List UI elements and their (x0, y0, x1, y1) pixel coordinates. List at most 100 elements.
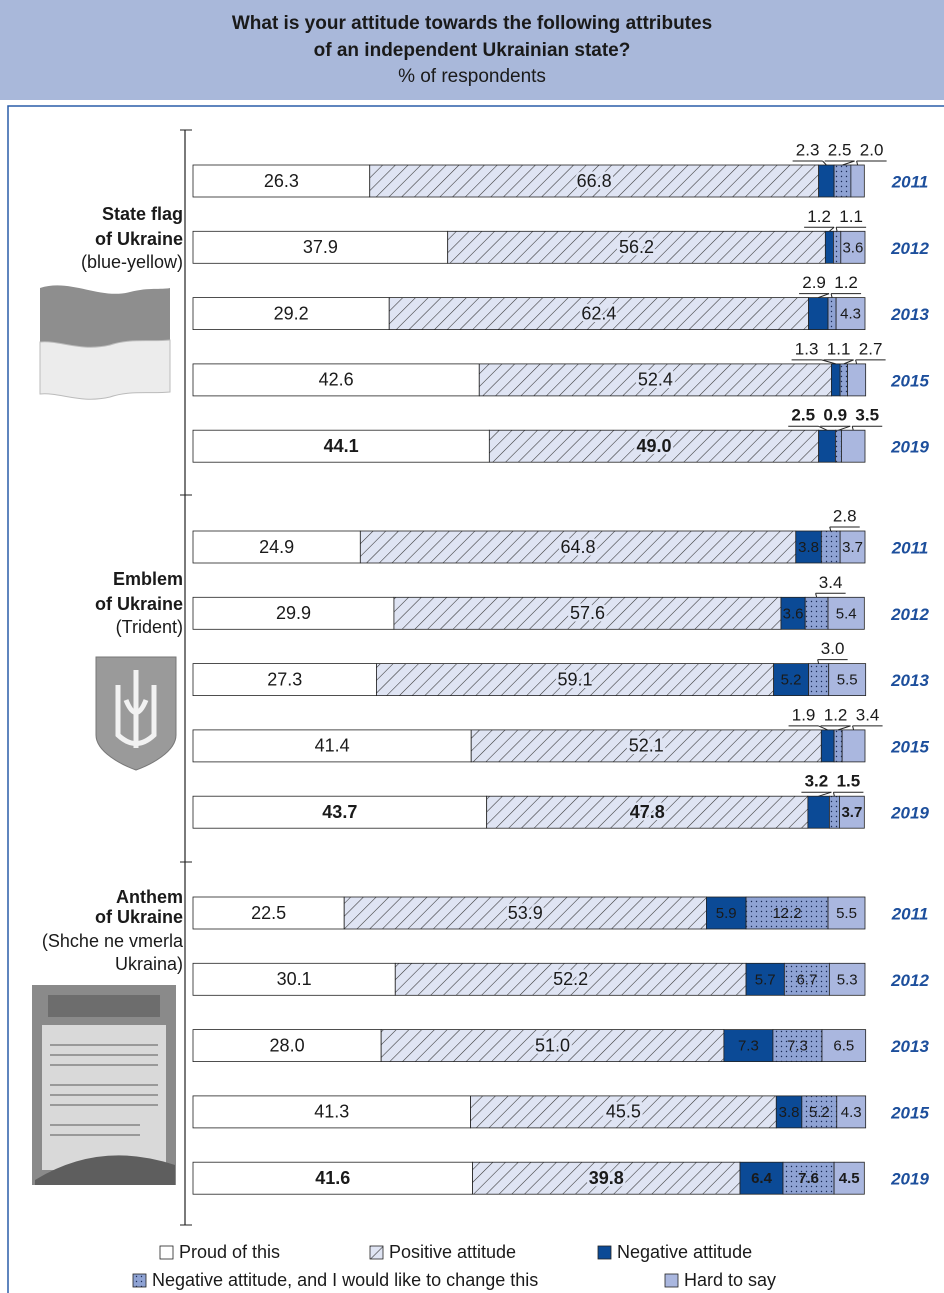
group-title: Anthem (116, 887, 183, 907)
bar-segment (804, 596, 829, 630)
value-label: 2.0 (860, 140, 884, 159)
value-label: 2.3 (796, 140, 820, 159)
value-label: 1.3 (795, 339, 819, 358)
bar-segment (835, 297, 866, 331)
bar-segment (478, 363, 832, 397)
value-label: 62.4 (581, 303, 616, 323)
group-title: of Ukraine (95, 907, 183, 927)
year-label: 2013 (890, 305, 929, 324)
chart-subtitle: % of respondents (398, 66, 546, 87)
value-label: 43.7 (322, 802, 357, 822)
bar-segment (192, 429, 490, 463)
year-label: 2015 (890, 1103, 929, 1122)
value-label: 2.9 (802, 273, 826, 292)
leader-line (818, 425, 828, 431)
group-subtitle: (blue-yellow) (81, 252, 183, 272)
value-label: 12.2 (772, 905, 801, 922)
chart-title: of an independent Ukrainian state? (314, 40, 631, 61)
bar-segment (847, 363, 867, 397)
year-label: 2011 (891, 904, 929, 923)
bar-segment (839, 363, 848, 397)
bar-segment (192, 729, 472, 763)
legend-swatch (159, 1245, 174, 1260)
bar-segment (807, 795, 830, 829)
year-label: 2011 (891, 538, 929, 557)
year-label: 2019 (890, 804, 929, 823)
bar-segment (192, 363, 480, 397)
bar-segment (827, 896, 866, 930)
leader-line (818, 725, 828, 731)
bar-segment (828, 795, 840, 829)
emblem-image (95, 656, 177, 771)
bar-segment (828, 663, 867, 696)
bar-segment (818, 429, 836, 463)
chart-title: What is your attitude towards the follow… (232, 13, 712, 34)
value-label: 39.8 (589, 1168, 624, 1188)
value-label: 37.9 (303, 237, 338, 257)
legend-label: Proud of this (179, 1242, 280, 1262)
legend-swatch (132, 1273, 147, 1288)
bar-segment (745, 962, 785, 996)
bar-segment (824, 230, 834, 264)
value-label: 6.7 (796, 971, 817, 988)
group-subtitle: Ukraina) (115, 954, 183, 974)
legend-swatch (597, 1245, 612, 1260)
bar-segment (447, 230, 826, 264)
bar-segment (192, 164, 371, 198)
bar-segment (833, 230, 842, 264)
bar-segment (833, 1161, 865, 1195)
bar-segment (831, 363, 841, 397)
header-band (0, 0, 944, 100)
legend-label: Negative attitude, and I would like to c… (152, 1270, 538, 1290)
value-label: 57.6 (570, 603, 605, 623)
value-label: 53.9 (508, 903, 543, 923)
bar-segment (739, 1161, 784, 1195)
value-label: 1.5 (837, 772, 861, 791)
value-label: 1.2 (834, 273, 858, 292)
value-label: 41.3 (314, 1102, 349, 1122)
bar-segment (818, 164, 835, 198)
group-title: of Ukraine (95, 229, 183, 249)
group-subtitle: (Trident) (116, 617, 183, 637)
value-label: 5.7 (755, 971, 776, 988)
leader-line (842, 160, 855, 166)
bar-segment (343, 896, 707, 930)
value-label: 41.6 (315, 1168, 350, 1188)
bar-segment (192, 230, 449, 264)
value-label: 0.9 (823, 406, 847, 425)
value-label: 6.5 (833, 1038, 854, 1055)
value-label: 26.3 (264, 171, 299, 191)
value-label: 4.5 (839, 1170, 860, 1187)
value-label: 5.3 (837, 971, 858, 988)
bar-segment (833, 729, 843, 763)
bar-segment (192, 596, 395, 630)
value-label: 7.3 (738, 1038, 759, 1055)
bar-segment (376, 663, 775, 696)
bar-segment (192, 1161, 473, 1195)
value-label: 5.2 (781, 672, 802, 689)
value-label: 52.4 (638, 370, 673, 390)
bar-segment (369, 164, 820, 198)
legend-swatch (369, 1245, 384, 1260)
value-label: 47.8 (630, 802, 665, 822)
leader-line (829, 526, 832, 532)
bar-segment (820, 729, 835, 763)
bar-segment (380, 1029, 725, 1062)
leader-line (821, 359, 836, 365)
value-label: 3.0 (821, 639, 845, 658)
bar-segment (820, 530, 841, 564)
bar-segment (780, 596, 806, 630)
group-title: of Ukraine (95, 594, 183, 614)
value-label: 1.2 (824, 705, 848, 724)
bar-segment (835, 429, 842, 463)
leader-line (855, 359, 858, 365)
bar-segment (840, 230, 866, 264)
value-label: 1.1 (827, 339, 851, 358)
value-label: 5.5 (836, 905, 857, 922)
value-label: 5.4 (836, 605, 857, 622)
bar-segment (841, 729, 866, 763)
group-title: State flag (102, 204, 183, 224)
legend-label: Positive attitude (389, 1242, 516, 1262)
value-label: 29.2 (274, 303, 309, 323)
bar-segment (836, 1095, 867, 1129)
